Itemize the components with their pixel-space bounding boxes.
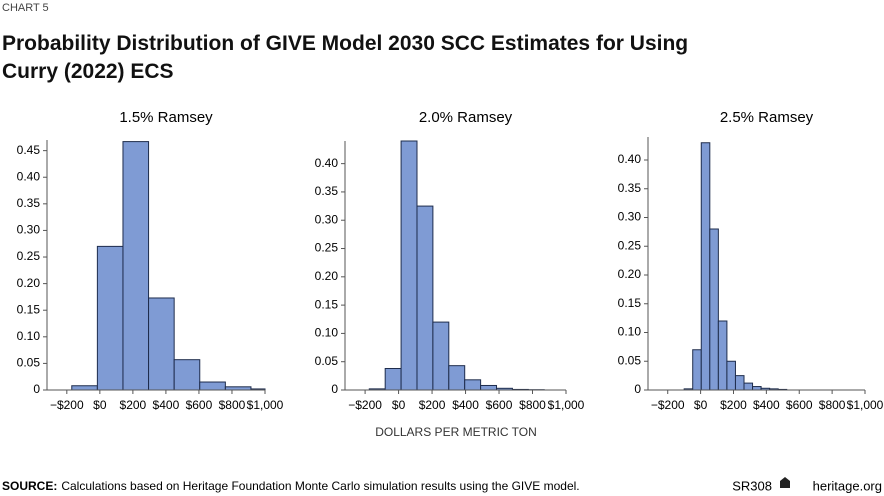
- panel-title: 1.5% Ramsey: [119, 109, 213, 126]
- bar: [71, 385, 98, 391]
- bar: [384, 367, 402, 391]
- y-tick-label: 0.10: [17, 329, 41, 343]
- y-tick-label: 0.20: [618, 267, 642, 281]
- x-tick-label: −$200: [50, 398, 84, 412]
- x-tick-label: $800: [219, 398, 246, 412]
- y-tick-label: 0.05: [618, 353, 642, 367]
- source-text: Calculations based on Heritage Foundatio…: [61, 479, 579, 493]
- x-tick-label: $200: [419, 398, 446, 412]
- x-tick-label: $0: [392, 398, 406, 412]
- bar: [692, 349, 702, 391]
- bar: [709, 228, 719, 391]
- x-tick-label: $800: [519, 398, 546, 412]
- y-tick-label: 0.40: [618, 152, 642, 166]
- chart-title: Probability Distribution of GIVE Model 2…: [2, 32, 688, 83]
- chart-label: CHART 5: [2, 2, 49, 14]
- bar: [122, 141, 150, 391]
- y-tick-label: 0: [331, 382, 338, 396]
- x-tick-label: −$200: [348, 398, 382, 412]
- y-tick-label: 0: [33, 382, 40, 396]
- x-tick-label: $0: [93, 398, 107, 412]
- y-tick-label: 0.25: [315, 241, 339, 255]
- bar: [726, 360, 736, 391]
- bar: [734, 375, 745, 391]
- bar: [717, 320, 728, 391]
- y-tick-label: 0.30: [17, 223, 41, 237]
- bar: [416, 205, 434, 391]
- bar: [480, 384, 498, 391]
- bar: [752, 386, 762, 391]
- y-tick-label: 0.35: [618, 181, 642, 195]
- y-tick-label: 0.35: [315, 184, 339, 198]
- y-tick-label: 0.15: [618, 296, 642, 310]
- bell-icon: [780, 477, 790, 488]
- axis-note: DOLLARS PER METRIC TON: [375, 425, 537, 439]
- source-label: SOURCE:: [2, 479, 57, 493]
- y-tick-label: 0.10: [618, 325, 642, 339]
- x-tick-label: $600: [486, 398, 513, 412]
- bar: [96, 245, 124, 391]
- x-tick-label: $600: [186, 398, 213, 412]
- y-tick-label: 0.40: [315, 156, 339, 170]
- bar: [199, 381, 226, 391]
- y-tick-label: 0.05: [17, 356, 41, 370]
- x-tick-label: $400: [452, 398, 479, 412]
- y-tick-label: 0.25: [17, 249, 41, 263]
- x-tick-label: −$200: [651, 398, 685, 412]
- x-tick-label: $0: [694, 398, 708, 412]
- bar: [173, 359, 201, 391]
- y-tick-label: 0.40: [17, 169, 41, 183]
- y-tick-label: 0.05: [315, 354, 339, 368]
- panel-title: 2.0% Ramsey: [419, 109, 513, 126]
- y-tick-label: 0.35: [17, 196, 41, 210]
- source: SOURCE: Calculations based on Heritage Fo…: [2, 479, 580, 493]
- bar: [432, 321, 450, 391]
- y-tick-label: 0.15: [315, 297, 339, 311]
- bar: [743, 382, 754, 391]
- y-tick-label: 0.30: [618, 210, 642, 224]
- x-tick-label: $400: [153, 398, 180, 412]
- x-tick-label: $1,000: [548, 398, 585, 412]
- bar: [464, 379, 482, 391]
- report-id: SR308: [732, 478, 772, 493]
- y-tick-label: 0.10: [315, 326, 339, 340]
- bar: [400, 140, 418, 391]
- y-tick-label: 0.20: [315, 269, 339, 283]
- y-tick-label: 0.25: [618, 238, 642, 252]
- x-tick-label: $400: [753, 398, 780, 412]
- x-tick-label: $1,000: [847, 398, 884, 412]
- panel-title: 2.5% Ramsey: [720, 109, 814, 126]
- site: heritage.org: [813, 478, 882, 493]
- bar: [148, 297, 175, 391]
- y-tick-label: 0.45: [17, 143, 41, 157]
- y-tick-label: 0.30: [315, 212, 339, 226]
- x-tick-label: $200: [120, 398, 147, 412]
- x-tick-label: $800: [819, 398, 846, 412]
- bar: [448, 365, 466, 391]
- y-tick-label: 0.20: [17, 276, 41, 290]
- y-tick-label: 0.15: [17, 302, 41, 316]
- y-tick-label: 0: [634, 382, 641, 396]
- x-tick-label: $200: [720, 398, 747, 412]
- x-tick-label: $1,000: [247, 398, 284, 412]
- x-tick-label: $600: [786, 398, 813, 412]
- bar: [700, 142, 711, 391]
